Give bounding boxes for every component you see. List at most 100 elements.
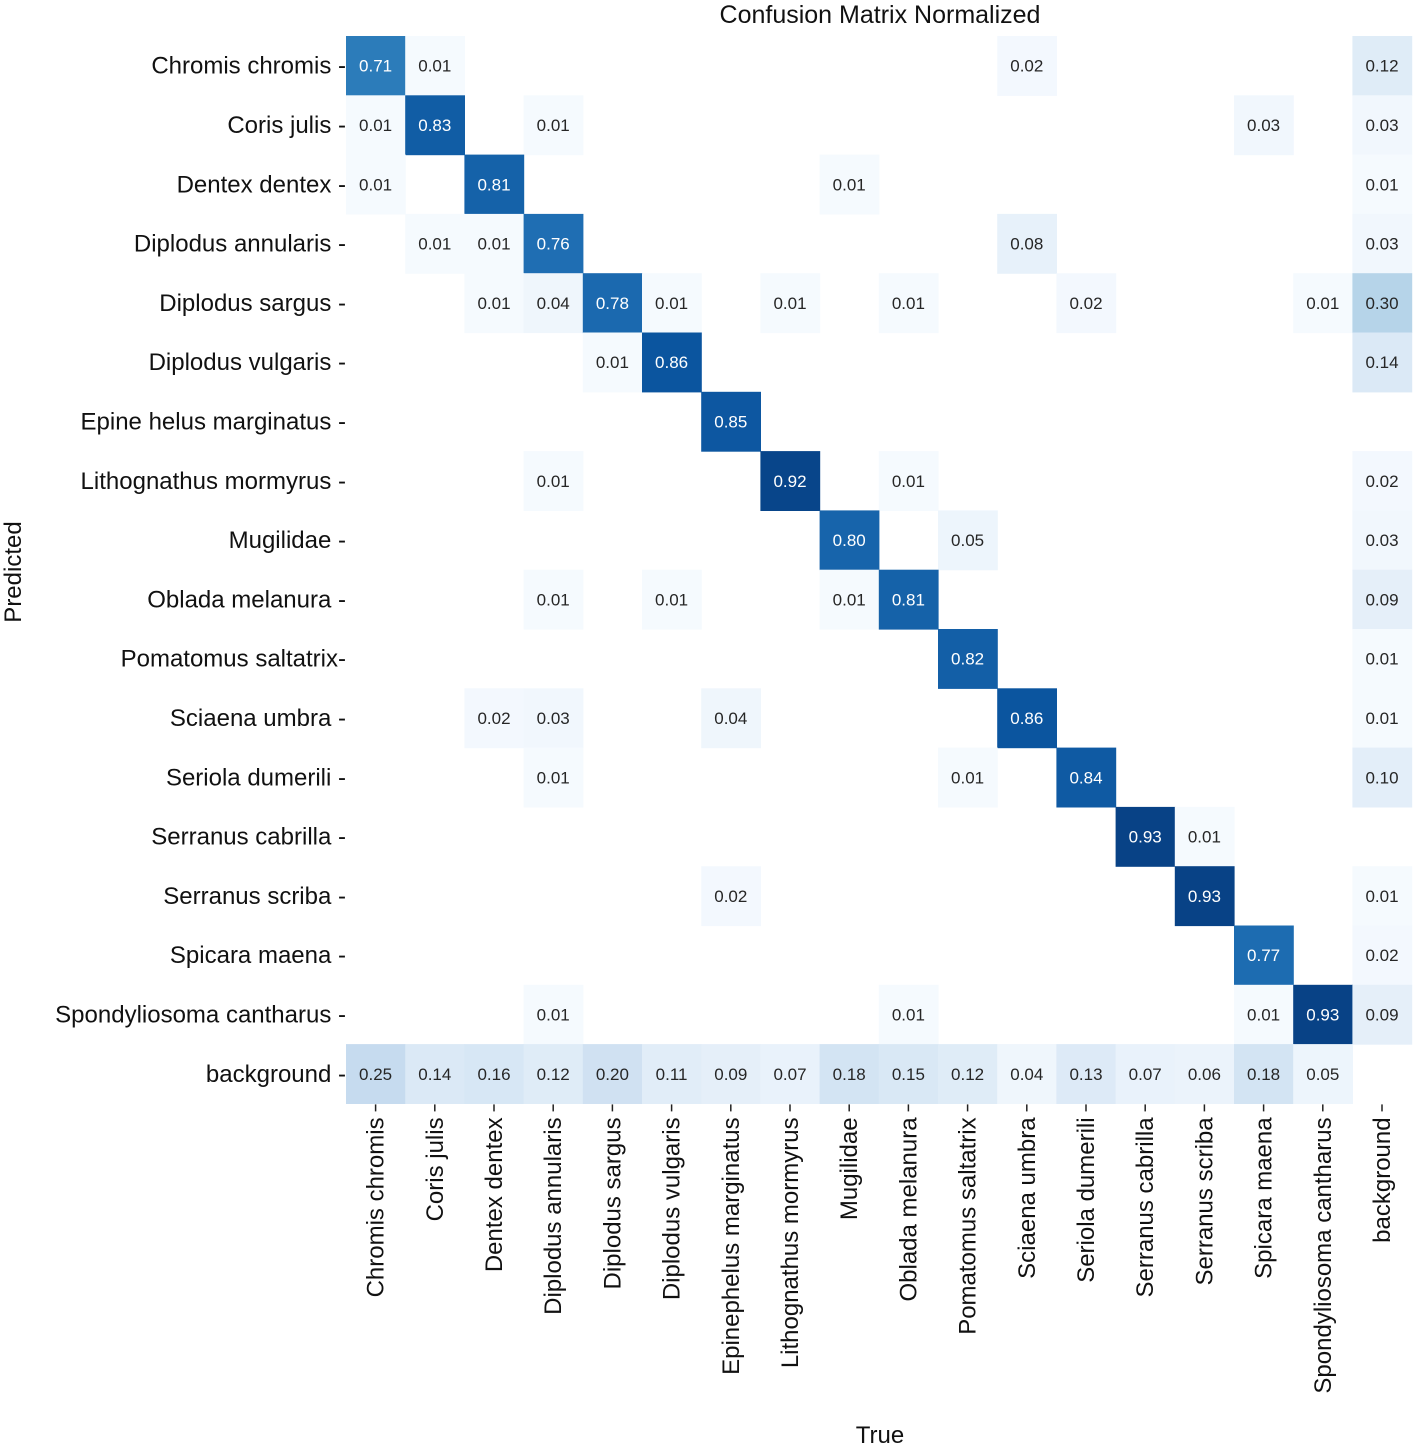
heatmap-cell-label: 0.02 [1069, 294, 1102, 313]
heatmap-cell [523, 688, 584, 749]
heatmap-cell-label: 0.05 [951, 531, 984, 550]
heatmap-cell [405, 213, 465, 274]
heatmap-cell-label: 0.09 [1365, 1005, 1398, 1024]
heatmap-cell-label: 0.11 [656, 1065, 688, 1084]
heatmap-cell [1293, 984, 1353, 1045]
heatmap-cell-label: 0.04 [1010, 1065, 1043, 1084]
x-tick-label: Diplodus sargus [599, 1117, 626, 1289]
heatmap-cell-label: 0.14 [1365, 353, 1398, 372]
heatmap-cell-label: 0.83 [418, 116, 451, 135]
heatmap-cell [997, 213, 1057, 274]
y-tick-label: Chromis chromis - [151, 53, 346, 80]
heatmap-cell-label: 0.82 [951, 650, 984, 669]
heatmap-cell [938, 747, 998, 808]
heatmap-cell [523, 95, 584, 156]
heatmap-cell [1293, 273, 1353, 334]
heatmap-cell-label: 0.18 [833, 1065, 866, 1084]
heatmap-cell [878, 273, 939, 334]
heatmap-cell [523, 213, 584, 274]
y-tick-label: Coris julis - [227, 112, 346, 139]
heatmap-cell-label: 0.15 [892, 1065, 925, 1084]
heatmap-cell-label: 0.01 [1247, 1005, 1280, 1024]
heatmap-cell-label: 0.18 [1247, 1065, 1280, 1084]
y-tick-label: Sciaena umbra - [170, 705, 346, 732]
heatmap-cell-label: 0.03 [1247, 116, 1280, 135]
heatmap-cell-label: 0.07 [1129, 1065, 1162, 1084]
heatmap-cell [1234, 984, 1294, 1045]
x-tick-label: background [1369, 1117, 1396, 1242]
heatmap-cell-label: 0.01 [1365, 887, 1398, 906]
y-tick-label: background - [206, 1061, 346, 1088]
x-tick-label: Epinephelus marginatus [718, 1117, 745, 1375]
heatmap-cell-label: 0.01 [1365, 709, 1398, 728]
x-tick-label: Oblada melanura [895, 1117, 922, 1302]
y-tick-label: Spicara maena - [170, 942, 346, 969]
heatmap-cell-label: 0.01 [537, 1005, 570, 1024]
heatmap-cell-label: 0.01 [418, 235, 451, 254]
x-tick-label: Spicara maena [1251, 1117, 1278, 1279]
heatmap-cell [642, 569, 702, 630]
heatmap-cell-label: 0.06 [1188, 1065, 1221, 1084]
heatmap-cell-label: 0.71 [359, 57, 392, 76]
heatmap-cell-label: 0.86 [1010, 709, 1043, 728]
heatmap-cell-label: 0.02 [1365, 946, 1398, 965]
y-tick-label: Dentex dentex - [177, 171, 346, 198]
x-tick-label: Diplodus vulgaris [659, 1117, 686, 1300]
heatmap-cell [878, 984, 939, 1045]
heatmap-cell [878, 569, 939, 630]
heatmap-cell [346, 154, 406, 215]
heatmap-cell-label: 0.01 [359, 175, 392, 194]
heatmap-cell [760, 273, 821, 334]
heatmap-cell [582, 273, 643, 334]
y-tick-label: Diplodus annularis - [134, 231, 346, 258]
heatmap-cell-label: 0.80 [833, 531, 866, 550]
heatmap-cell-label: 0.08 [1010, 235, 1043, 254]
y-tick-label: Mugilidae - [229, 527, 346, 554]
heatmap-cell [1352, 451, 1413, 511]
x-axis-label: True [856, 1422, 904, 1447]
heatmap-cell [1352, 332, 1413, 393]
x-tick-label: Diplodus annularis [540, 1117, 567, 1314]
heatmap-cell [1234, 925, 1294, 986]
heatmap-cell-label: 0.04 [714, 709, 747, 728]
heatmap-cell-label: 0.01 [477, 235, 510, 254]
heatmap-cell-label: 0.01 [537, 472, 570, 491]
heatmap-cell-label: 0.01 [537, 768, 570, 787]
heatmap-cell-label: 0.03 [1365, 116, 1398, 135]
y-tick-label: Epine helus marginatus - [81, 408, 346, 435]
heatmap-cell [819, 154, 880, 215]
heatmap-cell [1234, 95, 1294, 156]
heatmap-cell-label: 0.01 [1365, 175, 1398, 194]
y-tick-label: Oblada melanura - [147, 586, 346, 613]
heatmap-cell-label: 0.05 [1306, 1065, 1339, 1084]
heatmap-cell [997, 688, 1057, 749]
heatmap-cell-label: 0.25 [359, 1065, 392, 1084]
heatmap-cell-label: 0.93 [1306, 1005, 1339, 1024]
heatmap-cell-label: 0.81 [477, 175, 510, 194]
y-tick-label: Diplodus sargus - [159, 290, 346, 317]
heatmap-cell [523, 984, 584, 1045]
x-tick-label: Pomatomus saltatrix [955, 1117, 982, 1334]
heatmap-cell [464, 688, 525, 749]
heatmap-cell [1352, 569, 1413, 630]
heatmap-cell [464, 273, 525, 334]
heatmap-cell [1352, 36, 1413, 96]
heatmap-cell [878, 1044, 939, 1104]
heatmap-cell [405, 1044, 465, 1104]
heatmap-cell [1293, 1044, 1353, 1104]
heatmap-cell [1174, 806, 1235, 867]
x-tick-label: Chromis chromis [363, 1117, 390, 1297]
x-tick-label: Mugilidae [836, 1117, 863, 1220]
heatmap-cell-label: 0.01 [1306, 294, 1339, 313]
y-tick-label: Spondyliosoma cantharus - [55, 1001, 346, 1028]
heatmap-cell-label: 0.84 [1069, 768, 1102, 787]
heatmap-cell [1352, 95, 1413, 156]
heatmap-cell-label: 0.86 [655, 353, 688, 372]
heatmap-cell-label: 0.78 [596, 294, 629, 313]
heatmap-cell [1352, 688, 1413, 749]
heatmap-cell-label: 0.01 [477, 294, 510, 313]
y-axis-tick-labels: Chromis chromis - Coris julis - Dentex den… [55, 53, 346, 1088]
heatmap-cell [464, 1044, 525, 1104]
y-tick-label: Diplodus vulgaris - [149, 349, 346, 376]
heatmap-cell-label: 0.76 [537, 235, 570, 254]
